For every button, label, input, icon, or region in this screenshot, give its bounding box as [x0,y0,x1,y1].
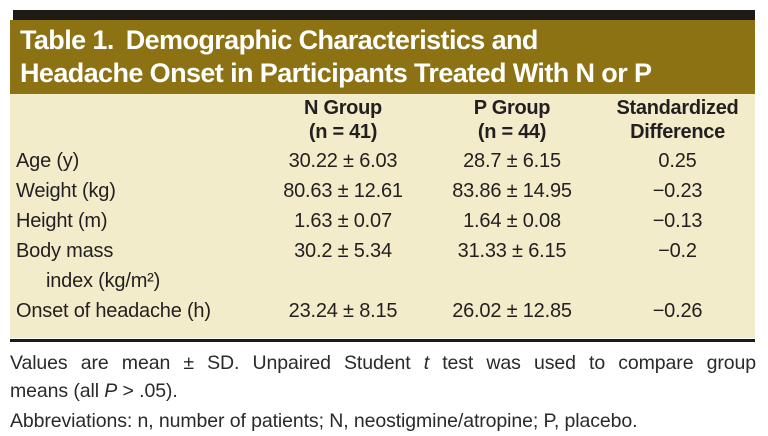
p-group-count: (n = 44) [477,121,547,143]
age-sd-value: 0.25 [658,150,697,172]
table-row-onset: Onset of headache (h) 23.24 ± 8.15 26.02… [10,296,755,326]
weight-n-value: 80.63 ± 12.61 [283,180,403,202]
footnote-values-line1: Values are mean ± SD. Unpaired Student t… [10,349,756,377]
table-title-text: Demographic Characteristics and [125,25,539,55]
row-label-bmi: Body mass index (kg/m²) [10,236,262,296]
p-group-label: P Group [473,97,551,119]
onset-n-value: 23.24 ± 8.15 [288,300,398,322]
weight-sd-value: −0.23 [652,180,703,202]
table-footnotes: Values are mean ± SD. Unpaired Student t… [10,349,756,435]
height-n-value: 1.63 ± 0.07 [294,210,392,232]
top-border-bar [13,10,755,20]
onset-sd-value: −0.26 [652,300,703,322]
age-p-value: 28.7 ± 6.15 [463,150,561,172]
column-header-p-group: P Group (n = 44) [424,96,600,144]
footnote-text-segment: Values are mean ± SD. Unpaired Student [10,352,424,374]
row-label-height: Height (m) [16,210,108,232]
weight-p-value: 83.86 ± 14.95 [452,180,572,202]
column-header-n-group: N Group (n = 41) [262,96,424,144]
table-number: Table 1. [20,25,114,55]
height-sd-value: −0.13 [652,210,703,232]
std-diff-label-line2: Difference [630,121,725,143]
table-row-height: Height (m) 1.63 ± 0.07 1.64 ± 0.08 −0.13 [10,206,755,236]
bottom-table-rule [10,339,755,342]
table-row-age: Age (y) 30.22 ± 6.03 28.7 ± 6.15 0.25 [10,146,755,176]
table-row-weight: Weight (kg) 80.63 ± 12.61 83.86 ± 14.95 … [10,176,755,206]
footnote-values-line2: means (all P > .05). [10,377,756,405]
table-title-band: Table 1. Demographic Characteristics and … [10,20,755,94]
table-title-line1: Table 1. Demographic Characteristics and [20,24,755,57]
footnote-text-segment: test was used to compare group [429,352,756,374]
bmi-sd-value: −0.2 [658,240,697,262]
std-diff-label-line1: Standardized [616,97,739,119]
onset-p-value: 26.02 ± 12.85 [452,300,572,322]
n-group-count: (n = 41) [308,121,378,143]
n-group-label: N Group [304,97,382,119]
demographics-table: N Group (n = 41) P Group (n = 44) Standa… [10,94,755,338]
footnote-text-segment: means (all [10,380,105,402]
bmi-n-value: 30.2 ± 5.34 [294,240,392,262]
bmi-label-line1: Body mass [16,240,114,262]
row-label-onset: Onset of headache (h) [16,300,211,322]
row-label-age: Age (y) [16,150,80,172]
height-p-value: 1.64 ± 0.08 [463,210,561,232]
table-header-row: N Group (n = 41) P Group (n = 44) Standa… [10,96,755,146]
bmi-label-line2: index (kg/m²) [46,270,161,292]
row-label-weight: Weight (kg) [16,180,116,202]
age-n-value: 30.22 ± 6.03 [288,150,398,172]
bmi-p-value: 31.33 ± 6.15 [457,240,567,262]
footnote-italic-p: P [104,380,118,402]
table-row-bmi: Body mass index (kg/m²) 30.2 ± 5.34 31.3… [10,236,755,296]
column-header-standardized-difference: Standardized Difference [600,96,755,144]
table-title-line2: Headache Onset in Participants Treated W… [20,58,652,88]
footnote-abbreviations: Abbreviations: n, number of patients; N,… [10,410,638,432]
footnote-italic-t: t [423,352,430,374]
footnote-text-segment: > .05). [117,380,178,402]
